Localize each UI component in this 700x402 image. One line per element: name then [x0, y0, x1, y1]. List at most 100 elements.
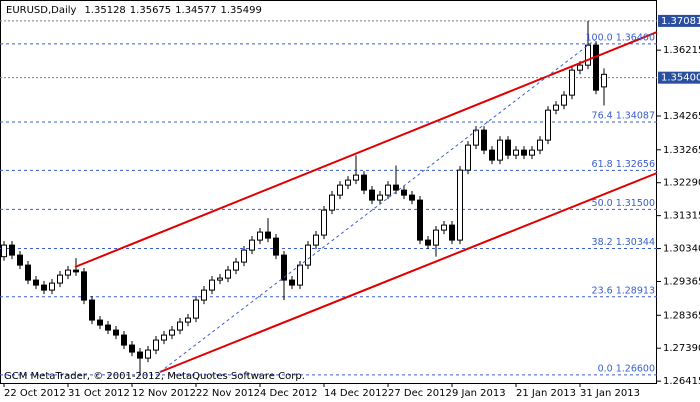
candle-body	[489, 149, 495, 161]
x-tick-label: 12 Nov 2012	[132, 388, 196, 399]
candle-body	[505, 139, 511, 156]
candle-body	[89, 299, 95, 321]
fib-label: 76.4 1.34087	[592, 111, 655, 122]
y-tick-label: 1.30340	[663, 244, 700, 255]
candle-body	[217, 277, 223, 281]
candle-body	[561, 94, 567, 106]
fib-diagonal	[159, 39, 596, 373]
candle-body	[297, 264, 303, 286]
y-tick-label: 1.36215	[663, 45, 700, 56]
candle-body	[169, 329, 175, 336]
candle-body	[17, 254, 23, 266]
candle-body	[193, 299, 199, 319]
candle-body	[201, 289, 207, 301]
level-box	[658, 14, 700, 27]
candle-body	[257, 231, 263, 241]
candle-body	[1, 244, 7, 258]
candle-body	[185, 317, 191, 323]
y-tick-label: 1.32290	[663, 178, 700, 189]
candle-body	[553, 104, 559, 111]
x-tick-label: 31 Jan 2013	[580, 388, 640, 399]
candle-body	[9, 244, 15, 256]
candle-body	[545, 109, 551, 141]
candle-body	[449, 224, 455, 241]
candle-body	[265, 231, 271, 239]
y-tick-label: 1.33265	[663, 145, 700, 156]
candle-body	[481, 129, 487, 151]
last-close: 1.35499	[221, 5, 262, 16]
candle-body	[241, 249, 247, 263]
fib-label: 23.6 1.28913	[592, 285, 655, 296]
channel-lower	[159, 172, 658, 373]
x-tick-label: 4 Dec 2012	[260, 388, 318, 399]
candle-body	[569, 69, 575, 96]
candle-body	[25, 264, 31, 281]
x-tick-label: 27 Dec 2012	[388, 388, 452, 399]
candle-body	[233, 261, 239, 271]
candle-body	[73, 269, 79, 273]
x-tick-label: 9 Jan 2013	[452, 388, 506, 399]
x-tick-label: 31 Oct 2012	[68, 388, 130, 399]
candle-body	[337, 184, 343, 196]
candle-body	[249, 239, 255, 251]
candle-body	[105, 324, 111, 331]
candle-body	[81, 271, 87, 301]
candle-body	[41, 284, 47, 291]
level-label: 1.37081	[661, 16, 700, 27]
y-tick-label: 1.26415	[663, 376, 700, 387]
candle-body	[161, 334, 167, 341]
last-high: 1.35675	[130, 5, 171, 16]
y-tick-label: 1.28365	[663, 310, 700, 321]
x-tick-label: 22 Oct 2012	[4, 388, 66, 399]
x-tick-label: 14 Dec 2012	[324, 388, 388, 399]
candle-body	[433, 229, 439, 246]
candle-body	[113, 329, 119, 336]
y-tick-label: 1.34265	[663, 111, 700, 122]
candle-body	[385, 184, 391, 196]
fib-label: 38.2 1.30344	[592, 237, 655, 248]
chart-title: EURUSD,Daily	[6, 5, 77, 16]
candle-body	[401, 189, 407, 196]
channel-upper	[74, 31, 658, 268]
fib-label: 61.8 1.32656	[592, 159, 655, 170]
candle-body	[585, 44, 591, 66]
fib-label: 0.0 1.26600	[598, 363, 655, 374]
candle-body	[209, 279, 215, 291]
candle-body	[65, 269, 71, 276]
candle-body	[345, 179, 351, 186]
candle-body	[537, 139, 543, 151]
fib-label: 100.0 1.36400	[585, 32, 655, 43]
candle-body	[137, 351, 143, 359]
candle-body	[393, 184, 399, 191]
candle-body	[409, 194, 415, 201]
x-tick-label: 21 Jan 2013	[516, 388, 576, 399]
y-tick-label: 1.29365	[663, 277, 700, 288]
candle-body	[225, 269, 231, 279]
candle-body	[329, 194, 335, 211]
candle-body	[513, 149, 519, 156]
candle-body	[457, 169, 463, 241]
caption: GCM MetaTrader, © 2001-2012, MetaQuotes …	[4, 371, 305, 382]
candle-body	[321, 209, 327, 236]
candle-body	[121, 334, 127, 346]
chart-header: EURUSD,Daily 1.35128 1.35675 1.34577 1.35499	[6, 5, 262, 16]
last-low: 1.34577	[175, 5, 216, 16]
candle-body	[57, 274, 63, 284]
last-open: 1.35128	[84, 5, 125, 16]
candle-body	[145, 349, 151, 359]
candle-body	[465, 144, 471, 171]
candle-body	[281, 254, 287, 281]
candle-body	[361, 174, 367, 191]
candle-body	[97, 319, 103, 326]
candle-body	[417, 199, 423, 241]
candle-body	[521, 149, 527, 156]
candle-body	[33, 279, 39, 286]
plot-frame	[0, 0, 657, 384]
candle-body	[377, 194, 383, 201]
fib-label: 50.0 1.31500	[592, 198, 655, 209]
candle-body	[441, 224, 447, 231]
candle-body	[593, 44, 599, 91]
y-tick-label: 1.27390	[663, 343, 700, 354]
x-tick-label: 22 Nov 2012	[196, 388, 260, 399]
